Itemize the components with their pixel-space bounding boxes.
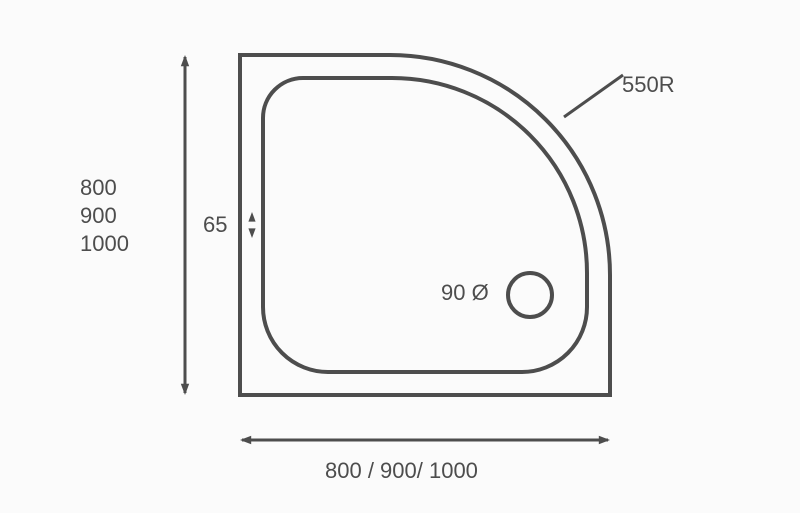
tray-inner-outline [263, 78, 587, 372]
dimension-diagram: 800 900 1000 65 550R 90 Ø 800 / 900/ 100… [0, 0, 800, 513]
corner-radius-leader [564, 75, 623, 117]
height-option-3: 1000 [80, 231, 129, 256]
drain-hole [508, 273, 552, 317]
wall-thickness-label: 65 [203, 212, 227, 237]
width-options-label: 800 / 900/ 1000 [325, 458, 478, 483]
height-dimension [181, 55, 189, 395]
tray-outer-outline [240, 55, 610, 395]
wall-thickness-arrows [248, 212, 255, 238]
drain-diameter-label: 90 Ø [441, 280, 489, 305]
height-option-1: 800 [80, 175, 117, 200]
height-option-2: 900 [80, 203, 117, 228]
corner-radius-label: 550R [622, 72, 675, 97]
width-dimension [240, 436, 610, 444]
